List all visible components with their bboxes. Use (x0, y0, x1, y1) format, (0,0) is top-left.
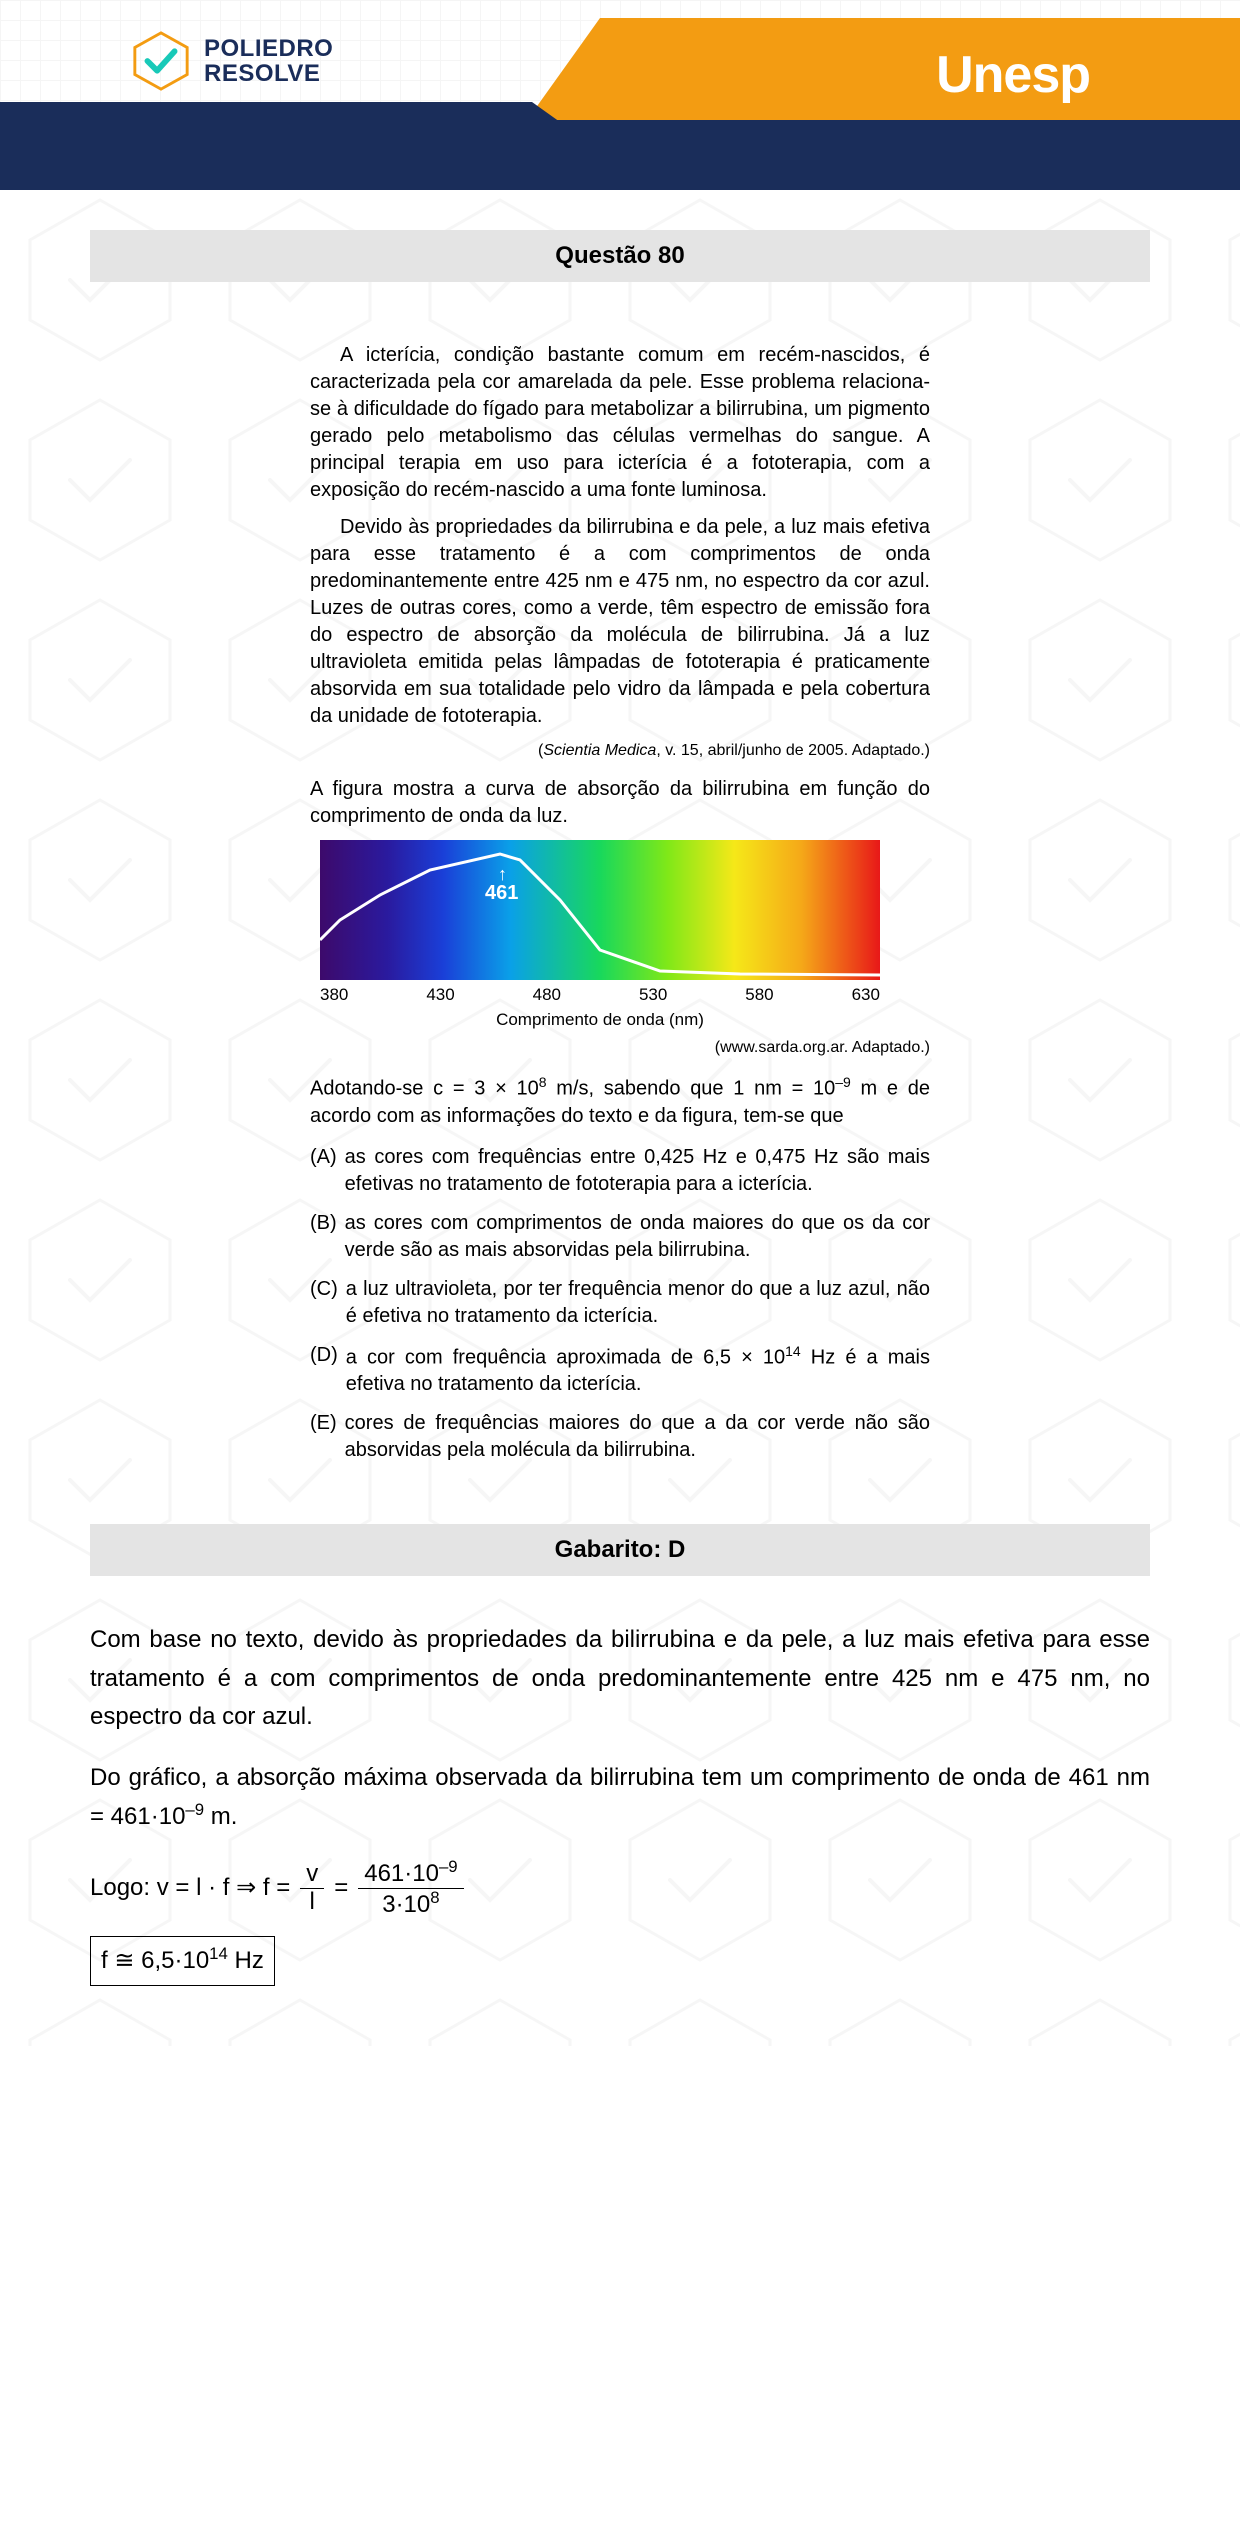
option-letter: (B) (310, 1210, 337, 1264)
x-tick: 580 (745, 984, 773, 1007)
x-axis: 380 430 480 530 580 630 Comprimento de o… (320, 984, 880, 1032)
options-list: (A) as cores com frequências entre 0,425… (310, 1144, 930, 1465)
logo-text-line1: POLIEDRO (204, 36, 333, 61)
spectrum-gradient: ↑ 461 (320, 840, 880, 980)
x-tick: 480 (533, 984, 561, 1007)
answer-title-bar: Gabarito: D (90, 1524, 1150, 1576)
source-citation-2: (www.sarda.org.ar. Adaptado.) (310, 1037, 930, 1059)
option-letter: (D) (310, 1342, 338, 1399)
option-text: cores de frequências maiores do que a da… (345, 1410, 930, 1464)
question-paragraph-1: A icterícia, condição bastante comum em … (310, 342, 930, 504)
figure-intro: A figura mostra a curva de absorção da b… (310, 776, 930, 830)
formula-prefix: Logo: v = l · f ⇒ f = (90, 1869, 290, 1907)
question-paragraph-2: Devido às propriedades da bilirrubina e … (310, 514, 930, 730)
stem-sup: –9 (835, 1074, 851, 1090)
fraction-2: 461·10–9 3·108 (358, 1858, 463, 1918)
stem-sup: 8 (539, 1074, 547, 1090)
stem-text: Adotando-se c = 3 × 10 (310, 1078, 539, 1100)
option-text: as cores com frequências entre 0,425 Hz … (345, 1144, 930, 1198)
option-text: a cor com frequência aproximada de 6,5 ×… (346, 1342, 930, 1399)
logo-text-line2: RESOLVE (204, 61, 333, 86)
source-rest: , v. 15, abril/junho de 2005. Adaptado.) (656, 742, 930, 759)
option-letter: (E) (310, 1410, 337, 1464)
solution-paragraph-1: Com base no texto, devido às propriedade… (90, 1621, 1150, 1736)
option-d: (D) a cor com frequência aproximada de 6… (310, 1342, 930, 1399)
question-title-bar: Questão 80 (90, 230, 1150, 282)
header-orange-bg (520, 0, 1240, 130)
peak-label: 461 (485, 880, 518, 907)
content-area: Questão 80 A icterícia, condição bastant… (0, 190, 1240, 2046)
stem-text: m/s, sabendo que 1 nm = 10 (547, 1078, 836, 1100)
option-letter: (C) (310, 1276, 338, 1330)
fraction-1: v l (300, 1861, 324, 1915)
equals: = (334, 1869, 348, 1907)
x-ticks: 380 430 480 530 580 630 (320, 984, 880, 1007)
option-letter: (A) (310, 1144, 337, 1198)
option-e: (E) cores de frequências maiores do que … (310, 1410, 930, 1464)
option-b: (B) as cores com comprimentos de onda ma… (310, 1210, 930, 1264)
solution-formula: Logo: v = l · f ⇒ f = v l = 461·10–9 3·1… (90, 1858, 1150, 1918)
exam-name: Unesp (936, 45, 1090, 105)
source-citation-1: (Scientia Medica, v. 15, abril/junho de … (310, 740, 930, 762)
question-body: A icterícia, condição bastante comum em … (310, 342, 930, 1464)
x-tick: 380 (320, 984, 348, 1007)
spectrum-chart: ↑ 461 380 430 480 530 580 630 Compriment… (310, 840, 930, 1032)
option-a: (A) as cores com frequências entre 0,425… (310, 1144, 930, 1198)
logo-block: POLIEDRO RESOLVE (130, 30, 333, 92)
solution-body: Com base no texto, devido às propriedade… (90, 1621, 1150, 1985)
x-tick: 630 (852, 984, 880, 1007)
boxed-result: f ≅ 6,5·1014 Hz (90, 1936, 275, 1985)
x-axis-label: Comprimento de onda (nm) (320, 1009, 880, 1032)
absorption-curve (320, 840, 880, 980)
logo-hexagon-icon (130, 30, 192, 92)
source-italic: Scientia Medica (543, 742, 656, 759)
question-stem: Adotando-se c = 3 × 108 m/s, sabendo que… (310, 1073, 930, 1130)
x-tick: 530 (639, 984, 667, 1007)
solution-paragraph-2: Do gráfico, a absorção máxima observada … (90, 1759, 1150, 1837)
x-tick: 430 (426, 984, 454, 1007)
option-c: (C) a luz ultravioleta, por ter frequênc… (310, 1276, 930, 1330)
page-header: POLIEDRO RESOLVE Unesp (0, 0, 1240, 190)
option-text: a luz ultravioleta, por ter frequência m… (346, 1276, 930, 1330)
option-text: as cores com comprimentos de onda maiore… (345, 1210, 930, 1264)
